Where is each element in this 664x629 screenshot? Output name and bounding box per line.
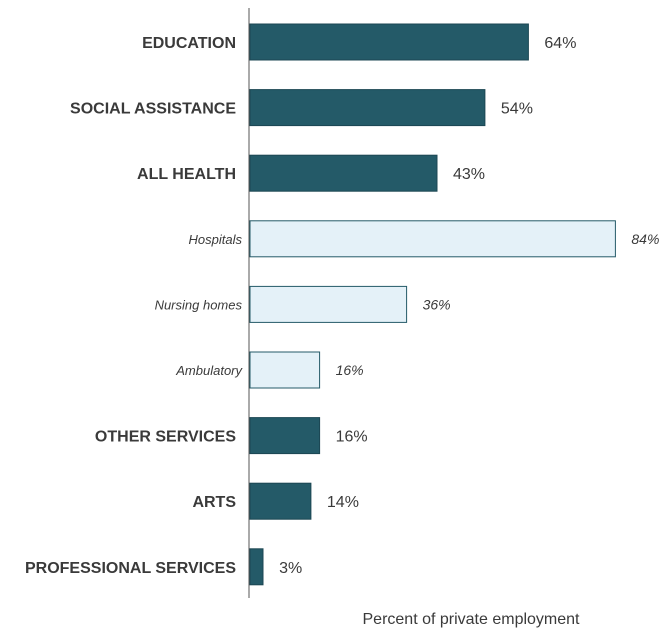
value-label: 3% <box>279 560 302 577</box>
category-label: Hospitals <box>189 232 243 247</box>
category-label: SOCIAL ASSISTANCE <box>70 101 236 118</box>
category-label: Nursing homes <box>155 297 243 312</box>
value-label: 16% <box>336 362 364 378</box>
category-label: PROFESSIONAL SERVICES <box>25 560 236 577</box>
value-label: 84% <box>631 231 659 247</box>
bars-group <box>249 23 616 586</box>
value-label: 43% <box>453 166 485 183</box>
bar-education <box>249 23 529 61</box>
bar-other-services <box>249 417 321 455</box>
category-label: EDUCATION <box>142 35 236 52</box>
value-label: 16% <box>336 429 368 446</box>
value-label: 14% <box>327 494 359 511</box>
x-axis-label: Percent of private employment <box>363 611 581 628</box>
bar-all-health <box>249 154 438 192</box>
category-label: ARTS <box>192 494 236 511</box>
bar-arts <box>249 482 312 520</box>
bar-professional-services <box>249 548 264 586</box>
value-label: 54% <box>501 101 533 118</box>
category-label: Ambulatory <box>175 363 243 378</box>
value-label: 36% <box>423 296 451 312</box>
bar-hospitals <box>249 220 616 258</box>
bar-social-assistance <box>249 89 486 127</box>
labels-group: EDUCATION 64% SOCIAL ASSISTANCE 54% ALL HEAL… <box>25 35 659 577</box>
category-label: OTHER SERVICES <box>95 429 236 446</box>
bar-nursing-homes <box>249 285 408 323</box>
category-label: ALL HEALTH <box>137 166 236 183</box>
value-label: 64% <box>544 35 576 52</box>
bar-ambulatory <box>249 351 321 389</box>
